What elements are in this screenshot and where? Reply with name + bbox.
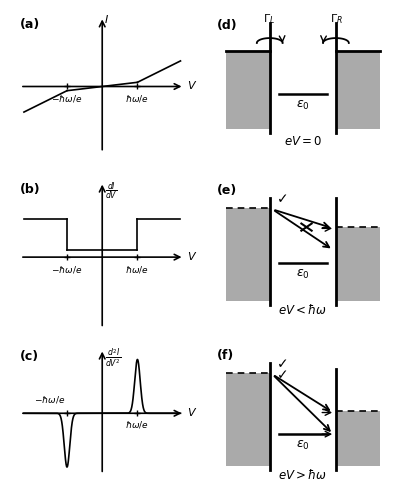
Bar xyxy=(225,373,270,466)
Text: $eV < \hbar\omega$: $eV < \hbar\omega$ xyxy=(278,302,327,316)
Bar xyxy=(225,208,270,301)
Text: $\checkmark$: $\checkmark$ xyxy=(276,192,287,205)
Text: $\frac{dI}{dV}$: $\frac{dI}{dV}$ xyxy=(105,180,118,202)
Text: $\checkmark$: $\checkmark$ xyxy=(276,367,287,381)
Text: $-\hbar\omega/e$: $-\hbar\omega/e$ xyxy=(51,264,83,275)
Text: (f): (f) xyxy=(217,349,234,362)
Text: $\frac{d^2I}{dV^2}$: $\frac{d^2I}{dV^2}$ xyxy=(105,348,122,368)
Text: $eV=0$: $eV=0$ xyxy=(284,134,322,147)
Bar xyxy=(336,227,380,301)
Text: (b): (b) xyxy=(20,184,41,196)
Text: $\hbar\omega/e$: $\hbar\omega/e$ xyxy=(125,92,149,104)
Bar xyxy=(336,50,380,130)
Text: $\varepsilon_0$: $\varepsilon_0$ xyxy=(296,268,310,281)
Text: $\varepsilon_0$: $\varepsilon_0$ xyxy=(296,99,310,112)
Text: $\checkmark$: $\checkmark$ xyxy=(276,356,287,370)
Text: V: V xyxy=(187,408,195,418)
Text: $\varepsilon_0$: $\varepsilon_0$ xyxy=(296,439,310,452)
Text: $\Gamma_L$: $\Gamma_L$ xyxy=(263,12,275,26)
Text: $\Gamma_R$: $\Gamma_R$ xyxy=(330,12,344,26)
Text: V: V xyxy=(187,82,195,92)
Text: (d): (d) xyxy=(217,19,237,32)
Text: I: I xyxy=(105,15,108,25)
Text: $-\hbar\omega/e$: $-\hbar\omega/e$ xyxy=(51,92,83,104)
Text: V: V xyxy=(187,252,195,262)
Text: $\hbar\omega/e$: $\hbar\omega/e$ xyxy=(125,264,149,275)
Text: $-\hbar\omega/e$: $-\hbar\omega/e$ xyxy=(34,394,66,404)
Bar xyxy=(225,50,270,130)
Text: (c): (c) xyxy=(20,350,39,363)
Bar xyxy=(336,411,380,466)
Text: $\hbar\omega/e$: $\hbar\omega/e$ xyxy=(125,419,149,430)
Text: (e): (e) xyxy=(217,184,236,197)
Text: $eV > \hbar\omega$: $eV > \hbar\omega$ xyxy=(278,468,327,481)
Text: (a): (a) xyxy=(20,18,40,31)
